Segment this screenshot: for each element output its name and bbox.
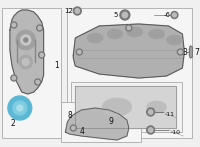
Circle shape [11, 22, 17, 28]
Circle shape [19, 55, 33, 69]
Polygon shape [75, 86, 176, 128]
Circle shape [21, 35, 31, 45]
Ellipse shape [167, 35, 182, 45]
Bar [2, 8, 61, 138]
Circle shape [22, 59, 29, 66]
Circle shape [8, 96, 32, 120]
Text: -6: -6 [163, 12, 170, 18]
Text: 9: 9 [109, 117, 113, 127]
Circle shape [40, 53, 43, 57]
Text: 7: 7 [194, 47, 199, 56]
Circle shape [173, 13, 176, 17]
Circle shape [148, 110, 153, 114]
Ellipse shape [127, 27, 143, 37]
Circle shape [13, 101, 27, 115]
Circle shape [37, 25, 43, 31]
Circle shape [75, 9, 79, 13]
Circle shape [72, 126, 75, 130]
Circle shape [16, 30, 36, 50]
Text: -11: -11 [165, 112, 175, 117]
Text: 2: 2 [11, 120, 15, 128]
Circle shape [177, 49, 183, 55]
Ellipse shape [147, 101, 167, 113]
Polygon shape [10, 10, 44, 94]
Circle shape [147, 126, 155, 134]
Circle shape [78, 50, 81, 54]
Bar [61, 102, 141, 142]
Circle shape [73, 7, 81, 15]
Ellipse shape [149, 29, 165, 39]
Circle shape [17, 105, 23, 111]
Circle shape [12, 76, 16, 80]
Text: 5: 5 [114, 12, 118, 18]
Circle shape [148, 128, 153, 132]
Ellipse shape [107, 29, 123, 39]
Polygon shape [189, 46, 192, 58]
Circle shape [39, 52, 45, 58]
Ellipse shape [87, 33, 103, 43]
Circle shape [24, 38, 28, 42]
Circle shape [147, 108, 155, 116]
Ellipse shape [102, 98, 132, 116]
Circle shape [35, 79, 41, 85]
Circle shape [70, 125, 76, 131]
Polygon shape [65, 108, 129, 140]
Circle shape [38, 26, 41, 30]
Text: 8: 8 [67, 111, 72, 120]
Circle shape [76, 49, 82, 55]
Text: 1: 1 [54, 61, 59, 70]
Circle shape [122, 12, 128, 18]
Text: 3: 3 [182, 47, 187, 56]
Circle shape [171, 11, 178, 19]
Circle shape [36, 80, 39, 84]
Circle shape [11, 75, 17, 81]
Circle shape [12, 23, 16, 27]
Circle shape [179, 50, 182, 54]
Circle shape [120, 10, 130, 20]
Polygon shape [73, 24, 184, 78]
Circle shape [126, 25, 132, 31]
Bar [71, 82, 182, 132]
Text: 4: 4 [79, 127, 84, 137]
Text: -10: -10 [170, 130, 180, 135]
Text: 12: 12 [64, 8, 73, 14]
Circle shape [127, 26, 130, 30]
Bar [67, 8, 192, 138]
